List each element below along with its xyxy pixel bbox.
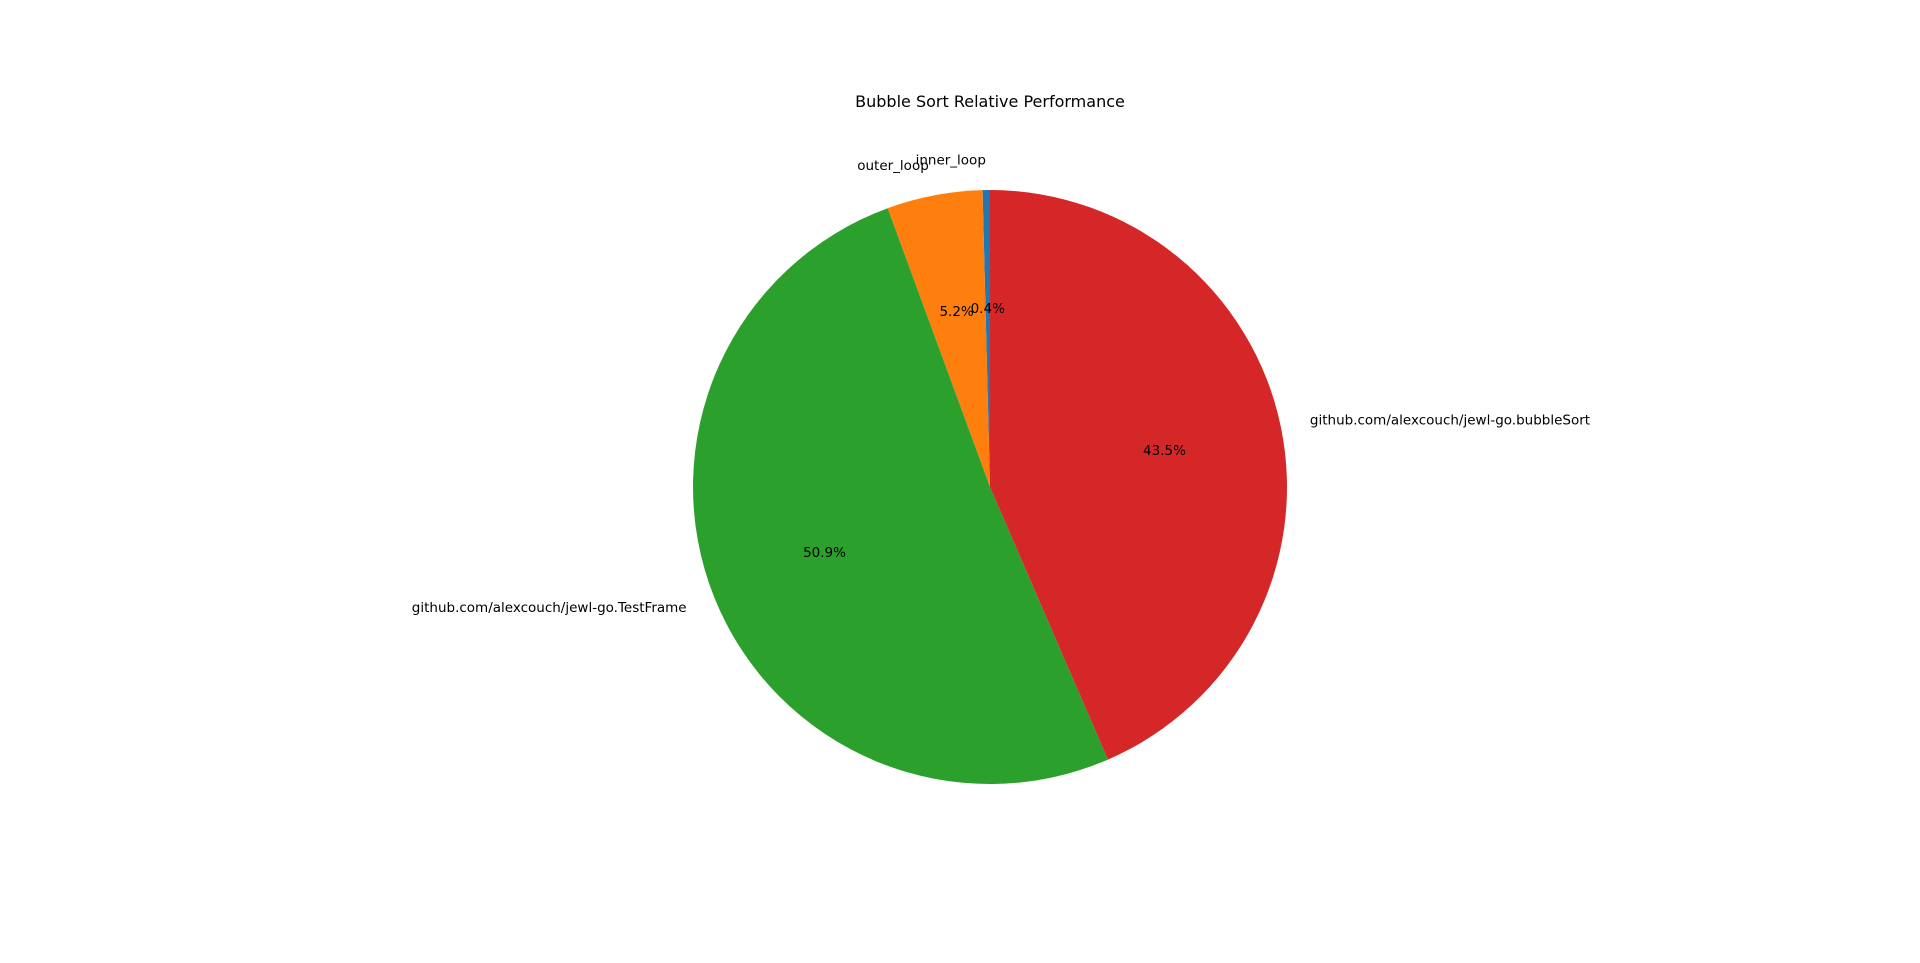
pie-slice <box>990 190 1287 760</box>
pie-labels: inner_loop 0.4% outer_loop 5.2% github.com/a… <box>412 152 1590 616</box>
slice-percent-label: 5.2% <box>939 304 973 320</box>
slice-label: outer_loop <box>857 158 929 174</box>
pie-slices <box>692 190 1287 785</box>
chart-title: Bubble Sort Relative Performance <box>855 92 1125 111</box>
pie-slice <box>887 190 990 487</box>
slice-label: github.com/alexcouch/jewl-go.bubbleSort <box>1310 413 1590 429</box>
pie-slice <box>692 208 1108 785</box>
pie-slice <box>982 190 990 487</box>
slice-percent-label: 43.5% <box>1143 443 1186 459</box>
slice-percent-label: 0.4% <box>971 301 1005 317</box>
slice-label: inner_loop <box>916 152 986 168</box>
slice-percent-label: 50.9% <box>803 545 846 561</box>
slice-label: github.com/alexcouch/jewl-go.TestFrame <box>412 600 687 616</box>
